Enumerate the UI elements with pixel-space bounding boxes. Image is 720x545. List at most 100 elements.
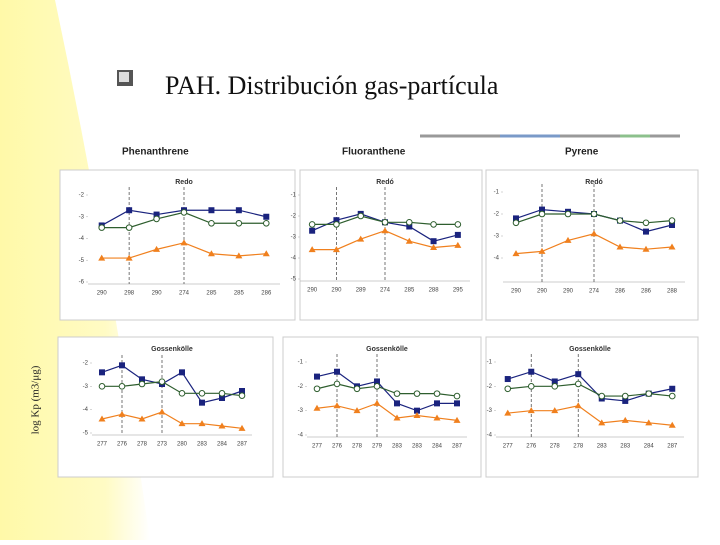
marker	[333, 380, 341, 388]
y-tick-label: -4	[83, 407, 89, 413]
marker	[430, 244, 438, 250]
x-tick-label: 284	[644, 444, 655, 450]
marker	[235, 207, 242, 214]
y-tick-label: -3	[79, 214, 85, 220]
marker	[598, 392, 606, 400]
chart-panel: Gossenkölle -2 -3 -4 -5 277 276 278 273 280 283 284…	[57, 336, 274, 478]
chart-title: Gossenkölle	[569, 346, 611, 353]
marker	[357, 235, 365, 242]
slide-title: PAH. Distribución gas-partícula	[165, 71, 499, 100]
chart-panel: Gossenkölle -1 -2 -3 -4 277 276 278 279 283 283 284…	[282, 336, 482, 478]
x-tick-label: 278	[573, 444, 584, 450]
x-tick-label: 287	[452, 444, 463, 450]
marker	[313, 385, 321, 393]
y-tick-label: -4	[79, 236, 85, 242]
panel-frame	[485, 169, 699, 321]
marker	[454, 241, 462, 248]
y-axis-label: log Kp (m3/μg)	[30, 365, 42, 434]
marker	[118, 383, 126, 390]
x-tick-label: 290	[152, 291, 163, 297]
marker	[527, 383, 535, 390]
marker	[669, 385, 676, 392]
marker	[598, 419, 606, 426]
y-tick-label: -2	[298, 384, 304, 390]
marker	[199, 399, 205, 406]
marker	[642, 245, 650, 252]
marker	[453, 416, 461, 423]
marker	[180, 239, 188, 246]
x-tick-label: 278	[550, 444, 561, 450]
marker	[118, 410, 126, 417]
marker	[413, 390, 421, 397]
column-header: Pyrene	[565, 147, 599, 158]
x-tick-label: 277	[312, 444, 323, 450]
y-tick-label: -3	[83, 384, 89, 390]
marker	[528, 368, 535, 375]
chart-panel: Redó -1 -2 -3 -4 -5 290 290 289 274 285 288 295	[291, 169, 483, 321]
marker	[430, 238, 437, 245]
x-tick-label: 285	[404, 288, 415, 294]
marker	[353, 385, 361, 393]
x-tick-label: 290	[97, 291, 108, 297]
marker	[616, 243, 624, 250]
x-tick-label: 283	[620, 444, 631, 450]
x-tick-label: 273	[157, 442, 168, 448]
x-tick-label: 289	[356, 288, 367, 294]
series-line	[316, 383, 458, 397]
marker	[538, 210, 546, 218]
marker	[238, 392, 246, 399]
marker	[138, 380, 146, 388]
marker	[645, 419, 653, 426]
marker	[512, 219, 520, 227]
y-tick-label: -2	[291, 214, 297, 220]
y-tick-label: -2	[83, 361, 89, 367]
marker	[313, 404, 321, 411]
marker	[218, 422, 226, 429]
panel-frame	[299, 169, 483, 321]
y-tick-label: -2	[487, 384, 493, 390]
chart-title: Redó	[585, 179, 603, 186]
x-tick-label: 290	[563, 289, 574, 295]
marker	[238, 424, 246, 431]
marker	[430, 221, 437, 228]
bullet-icon	[117, 70, 133, 86]
column-header: Fluoranthene	[342, 147, 406, 158]
y-tick-label: -3	[487, 408, 493, 414]
marker	[235, 252, 243, 259]
marker	[125, 254, 133, 261]
marker	[574, 380, 582, 388]
series-line	[507, 371, 673, 402]
marker	[538, 247, 546, 254]
x-tick-label: 290	[511, 289, 522, 295]
chart-title: Redo	[175, 179, 193, 186]
marker	[198, 390, 206, 397]
marker	[374, 378, 380, 385]
marker	[357, 212, 365, 220]
marker	[668, 421, 676, 428]
marker	[454, 400, 460, 407]
x-tick-label: 279	[372, 444, 383, 450]
marker	[454, 231, 461, 238]
marker	[98, 254, 106, 261]
marker	[334, 368, 340, 375]
marker	[353, 407, 361, 414]
x-tick-label: 276	[332, 444, 343, 450]
y-tick-label: -4	[494, 256, 500, 262]
y-tick-label: -5	[291, 277, 297, 283]
marker	[527, 407, 535, 414]
marker	[332, 246, 340, 253]
marker	[668, 243, 676, 250]
x-tick-label: 276	[526, 444, 537, 450]
series-line	[316, 402, 458, 421]
series-line	[507, 383, 673, 397]
marker	[454, 221, 462, 228]
chart-panel: Redó -1 -2 -3 -4 290 290 290 274 286 286 288	[485, 169, 699, 321]
marker	[235, 219, 243, 227]
x-tick-label: 284	[217, 442, 228, 448]
y-tick-label: -6	[79, 280, 85, 286]
x-tick-label: 274	[179, 291, 190, 297]
x-tick-label: 283	[597, 444, 608, 450]
marker	[219, 395, 225, 401]
marker	[551, 407, 559, 414]
